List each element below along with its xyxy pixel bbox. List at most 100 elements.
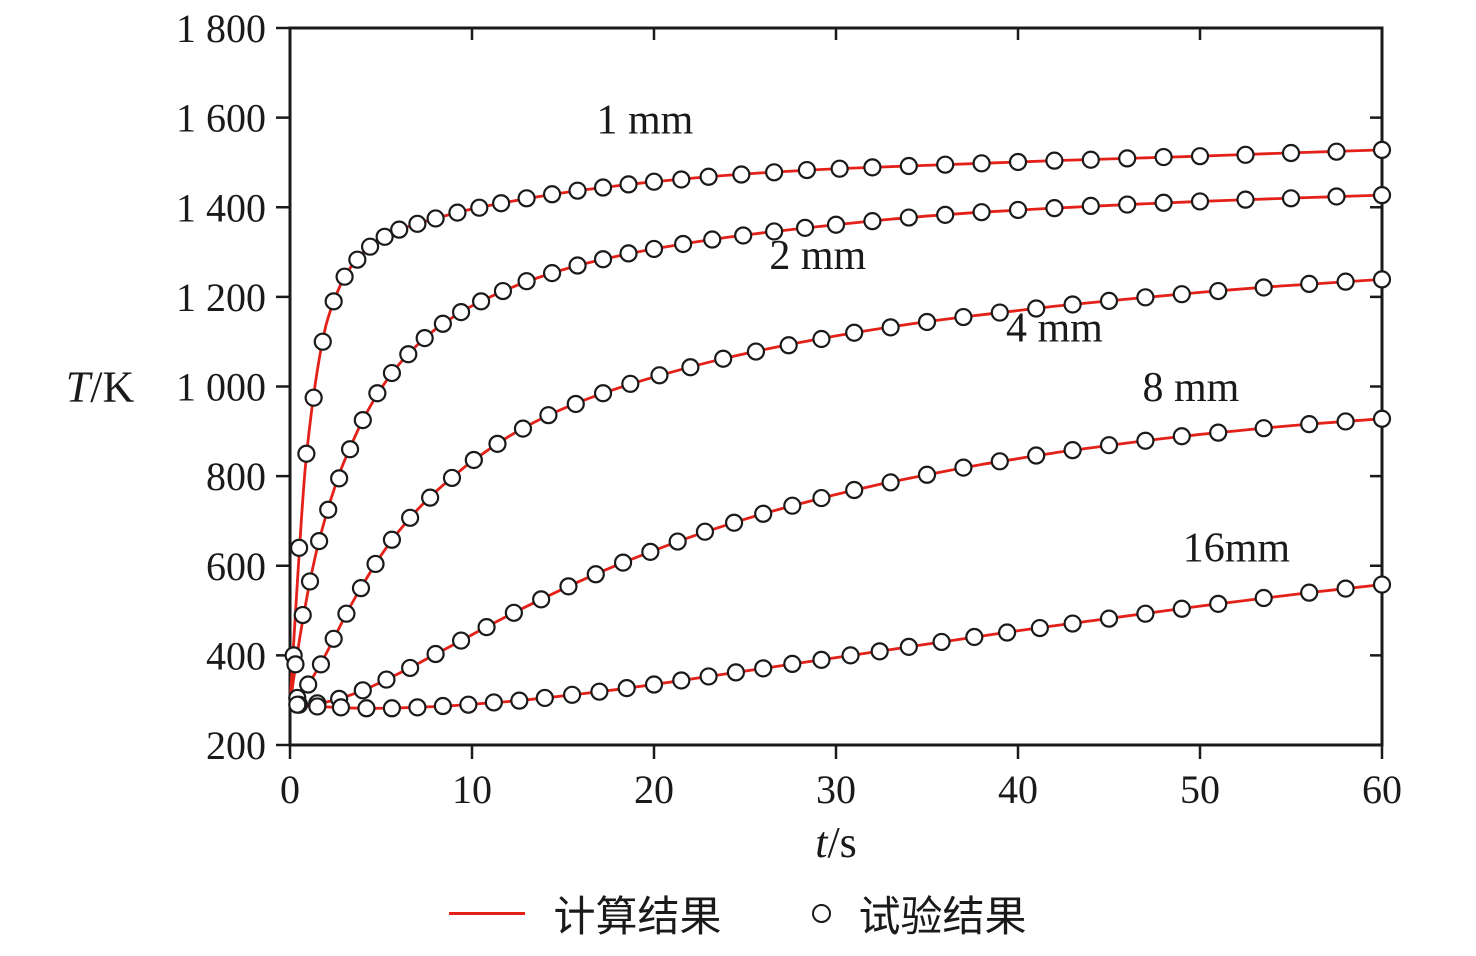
data-point (826, 215, 846, 234)
data-point (644, 675, 664, 694)
data-point (1336, 272, 1355, 291)
data-point (1336, 579, 1355, 598)
data-point (401, 658, 420, 678)
data-point (433, 314, 452, 333)
data-point (1154, 193, 1173, 212)
data-point (954, 307, 973, 327)
data-point (936, 155, 955, 174)
data-point (426, 209, 445, 228)
data-point (812, 650, 831, 669)
data-point (330, 469, 349, 488)
data-point (795, 218, 815, 237)
data-point (492, 194, 511, 213)
data-point (348, 250, 367, 269)
data-point (990, 452, 1009, 471)
data-point (1063, 441, 1082, 460)
data-point (353, 411, 372, 430)
data-point (442, 468, 462, 488)
data-point (1254, 278, 1273, 297)
data-point (299, 675, 318, 694)
data-point (337, 604, 356, 623)
data-point (308, 697, 327, 716)
data-point (477, 618, 496, 637)
data-point (1172, 599, 1191, 618)
data-point (1099, 291, 1119, 311)
data-point (1045, 199, 1064, 218)
x-tick-label: 20 (634, 767, 674, 812)
series-label-16mm: 16mm (1183, 525, 1291, 571)
legend-label-calculated: 计算结果 (553, 894, 722, 941)
data-point (1336, 412, 1355, 431)
data-point (1190, 147, 1210, 166)
data-point (390, 220, 409, 239)
data-point (1254, 419, 1273, 438)
data-point (408, 698, 427, 717)
data-point (1236, 190, 1255, 209)
x-tick-label: 40 (998, 767, 1038, 812)
data-point (954, 458, 973, 477)
data-point (513, 419, 533, 438)
series-markers-16mm (288, 575, 1392, 718)
x-tick-label: 60 (1362, 767, 1402, 812)
data-point (590, 682, 609, 701)
y-axis-label: T/K (66, 363, 135, 412)
data-point (1236, 145, 1255, 164)
data-point (765, 222, 784, 241)
data-point (1209, 594, 1228, 613)
data-point (1300, 274, 1319, 293)
data-point (1136, 288, 1155, 307)
chart-legend: 计算结果 试验结果 (0, 870, 1476, 956)
data-point (1045, 151, 1064, 170)
data-point (335, 267, 354, 286)
y-tick-label: 1 800 (176, 6, 266, 51)
data-point (1372, 270, 1392, 289)
series-label-1mm: 1 mm (596, 97, 693, 143)
data-point (845, 323, 864, 342)
data-point (617, 678, 636, 698)
data-point (812, 329, 831, 349)
data-point (324, 292, 343, 311)
data-point (863, 212, 882, 231)
data-point (714, 349, 733, 368)
data-point (881, 473, 900, 492)
data-point (517, 189, 536, 208)
data-point (451, 303, 471, 322)
data-point (619, 244, 638, 263)
data-point (433, 696, 452, 716)
data-point (472, 292, 491, 311)
data-point (936, 205, 955, 224)
data-point (703, 230, 722, 249)
series-label-4mm: 4 mm (1006, 306, 1103, 352)
data-point (517, 272, 536, 291)
data-point (863, 158, 882, 177)
data-point (1190, 192, 1210, 211)
series-markers-2mm (286, 186, 1392, 674)
data-point (1081, 150, 1100, 169)
data-point (504, 603, 523, 622)
series-markers-1mm (284, 140, 1392, 665)
data-point (470, 198, 489, 217)
data-point (368, 384, 387, 403)
data-point (559, 577, 578, 596)
data-point (746, 342, 766, 361)
series-label-2mm: 2 mm (769, 233, 866, 279)
data-point (644, 172, 664, 191)
data-point (972, 154, 991, 173)
data-point (830, 159, 849, 178)
data-point (917, 465, 937, 484)
data-point (972, 203, 991, 222)
data-point (1027, 299, 1046, 318)
data-point (932, 632, 951, 652)
data-point (1063, 614, 1082, 633)
data-point (1372, 186, 1392, 205)
data-point (1372, 575, 1392, 594)
data-point (375, 227, 394, 246)
data-point (1008, 152, 1028, 172)
x-tick-label: 30 (816, 767, 856, 812)
data-point (732, 165, 751, 184)
y-tick-label: 400 (206, 633, 266, 678)
legend-item-experimental: 试验结果 (811, 883, 1027, 944)
data-point (586, 565, 605, 584)
data-point (448, 203, 467, 222)
data-point (899, 208, 918, 227)
